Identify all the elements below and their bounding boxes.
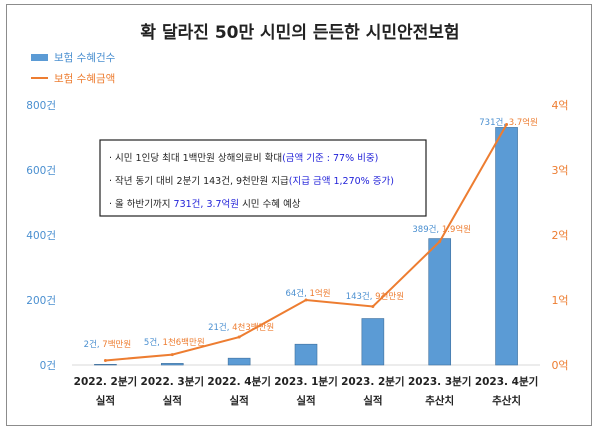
count-label: 389건, [412,224,441,235]
amount-point [304,298,308,302]
amount-point [371,305,375,308]
data-label: 64건, 1억원 [285,288,330,299]
bar-count [428,238,452,366]
annotation-box [99,139,427,217]
annotation-line: · 올 하반기까지 731건, 3.7억원 시민 수혜 예상 [109,198,301,210]
annotation-line: · 시민 1인당 최대 1백만원 상해의료비 확대(금액 기준 : 77% 비중… [109,152,378,164]
bar-count [495,127,518,366]
annotation-segment: (금액 기준 : 77% 비중) [282,152,378,164]
bar-count [294,343,318,366]
x-tick-label: 2022. 4분기 [207,375,271,388]
x-tick-label: 2023. 1분기 [274,375,338,388]
amount-label: 3.7억원 [509,117,538,128]
bar-count [160,363,184,366]
x-tick-sublabel: 추산치 [492,394,521,407]
data-label: 389건, 1.9억원 [412,224,471,235]
x-tick-sublabel: 실적 [229,394,248,407]
left-tick-label: 200건 [26,295,56,307]
count-label: 731건, [479,117,508,128]
left-tick-label: 600건 [26,165,56,177]
data-label: 2건, 7백만원 [84,339,132,350]
left-tick-label: 400건 [26,230,56,242]
count-label: 2건, [84,339,103,350]
data-label: 731건, 3.7억원 [479,117,538,128]
right-tick-label: 4억 [551,99,568,112]
annotation-segment: · 작년 동기 대비 2분기 143건, 9천만원 지급 [109,176,289,187]
x-tick-sublabel: 실적 [296,394,315,407]
legend-swatch-count [31,54,48,61]
legend-label-count: 보험 수혜건수 [54,52,116,64]
amount-label: 4천3백만원 [232,322,274,333]
right-tick-label: 2억 [551,229,568,242]
annotation-line: · 작년 동기 대비 2분기 143건, 9천만원 지급(지급 금액 1,270… [109,175,394,187]
legend-label-amount: 보험 수혜금액 [54,73,115,85]
data-label: 5건, 1천6백만원 [144,337,205,348]
data-label: 21건, 4천3백만원 [208,322,274,333]
bar-count [361,318,385,366]
amount-point [170,353,174,357]
x-tick-label: 2023. 2분기 [341,375,405,388]
right-tick-label: 1억 [551,294,568,307]
count-label: 64건, [285,288,309,299]
x-tick-label: 2022. 2분기 [74,375,138,388]
x-tick-label: 2023. 3분기 [408,375,472,388]
data-label: 143건, 9천만원 [346,291,404,302]
left-tick-label: 800건 [26,100,56,112]
annotation-segment: 731건, 3.7억원 [174,198,240,210]
x-tick-sublabel: 실적 [163,394,182,407]
amount-point [103,358,107,362]
annotation-segment: (지급 금액 1,270% 증가) [289,175,394,187]
left-tick-label: 0건 [40,360,56,372]
amount-label: 7백만원 [102,339,131,350]
bar-count [227,357,251,366]
x-tick-sublabel: 추산치 [425,394,454,407]
annotation-segment: · 올 하반기까지 [109,198,174,210]
x-tick-sublabel: 실적 [96,394,115,407]
count-label: 21건, [208,322,232,333]
annotation-segment: 시민 수혜 예상 [239,198,301,210]
amount-label: 1.9억원 [442,224,471,235]
right-tick-label: 3억 [551,164,568,177]
count-label: 143건, [346,291,375,302]
count-label: 5건, [144,337,163,348]
annotation-segment: · 시민 1인당 최대 1백만원 상해의료비 확대 [109,152,282,164]
amount-label: 1천6백만원 [163,337,205,348]
amount-point [438,240,442,243]
amount-point [237,335,241,339]
x-tick-sublabel: 실적 [363,394,382,407]
amount-label: 9천만원 [375,291,404,302]
amount-label: 1억원 [309,288,330,299]
bar-count [94,364,117,366]
x-tick-label: 2023. 4분기 [475,375,539,388]
amount-point [505,123,509,126]
right-tick-label: 0억 [551,359,568,372]
x-tick-label: 2022. 3분기 [141,375,205,388]
chart-title: 확 달라진 50만 시민의 든든한 시민안전보험 [140,22,459,43]
